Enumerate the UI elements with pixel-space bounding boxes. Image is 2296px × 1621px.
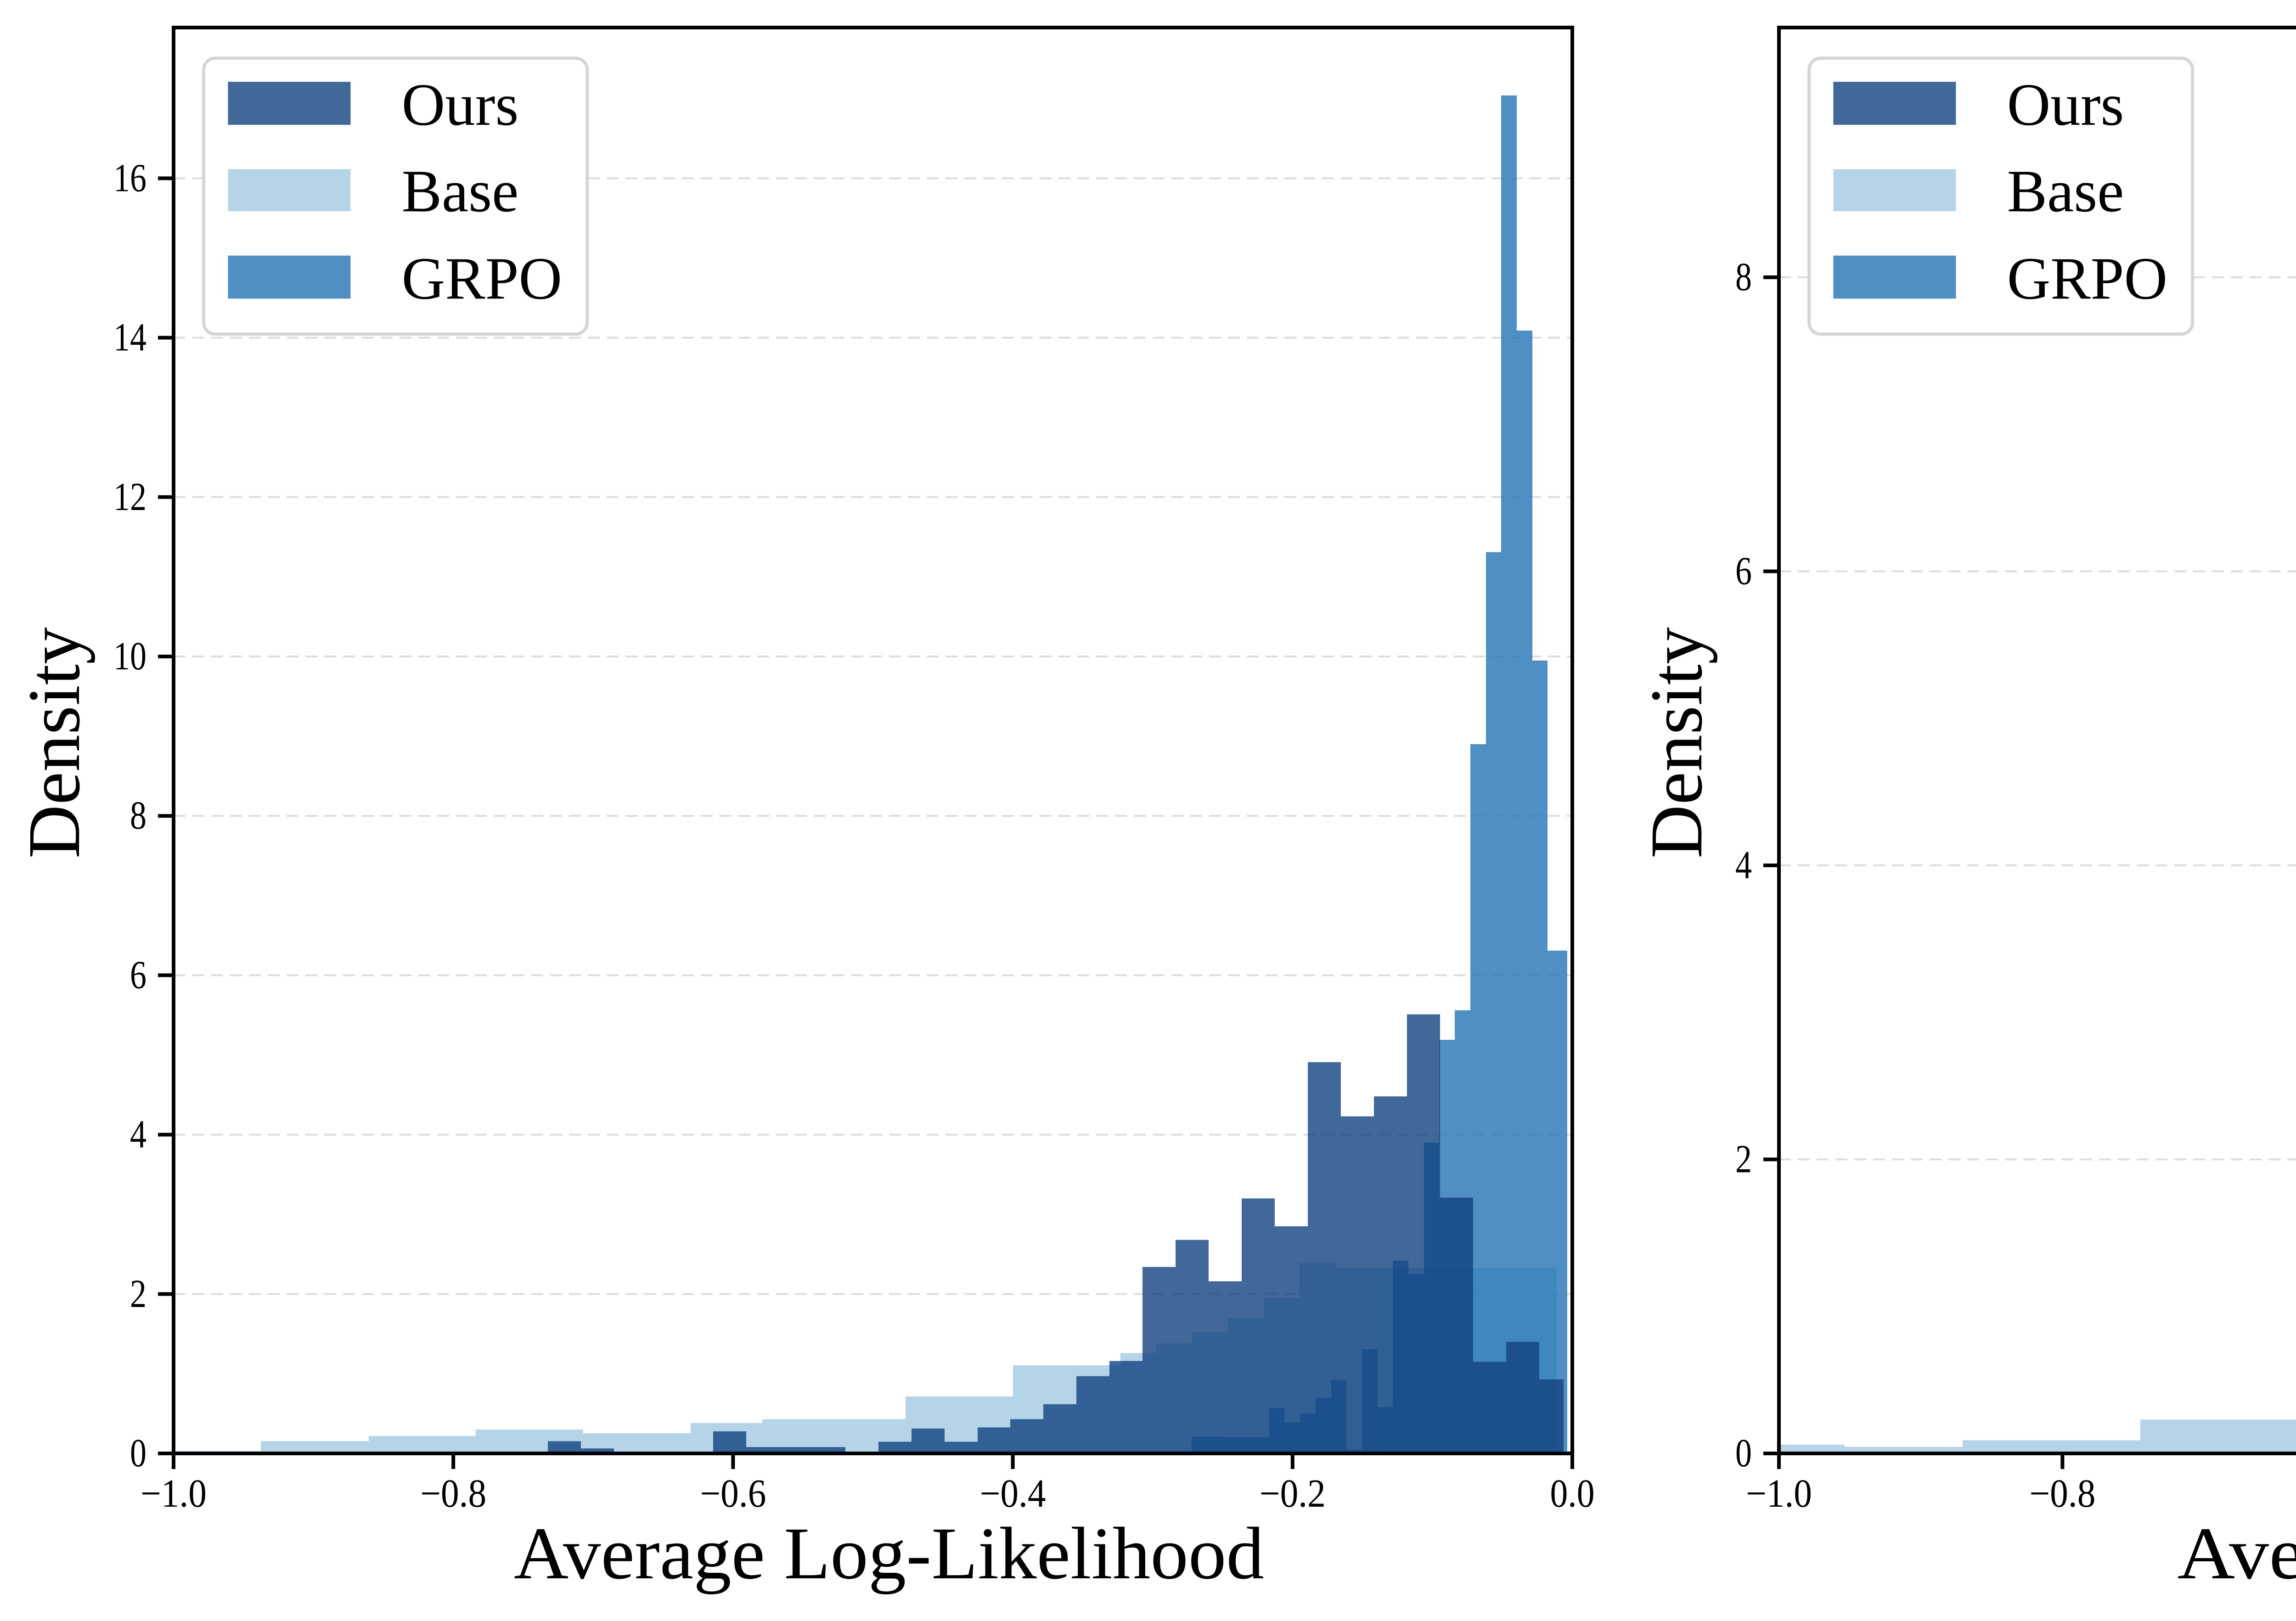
- svg-text:Density: Density: [13, 627, 96, 858]
- svg-text:0: 0: [1735, 1430, 1752, 1475]
- svg-text:Base: Base: [2007, 158, 2124, 224]
- svg-text:4: 4: [1735, 842, 1752, 887]
- svg-text:14: 14: [113, 315, 146, 359]
- svg-text:GRPO: GRPO: [2007, 246, 2167, 312]
- svg-text:−0.6: −0.6: [700, 1471, 766, 1515]
- svg-text:−1.0: −1.0: [141, 1471, 207, 1515]
- svg-text:0: 0: [130, 1430, 146, 1475]
- svg-text:Average Log-Likelihood: Average Log-Likelihood: [514, 1513, 1264, 1595]
- svg-text:Ours: Ours: [2007, 72, 2124, 138]
- svg-text:6: 6: [1735, 549, 1752, 593]
- svg-text:−0.2: −0.2: [1260, 1471, 1326, 1515]
- svg-text:6: 6: [130, 952, 146, 997]
- svg-text:−0.4: −0.4: [980, 1471, 1046, 1515]
- svg-text:Average Confidence: Average Confidence: [2178, 1513, 2296, 1595]
- svg-text:Ours: Ours: [402, 72, 519, 138]
- svg-text:8: 8: [130, 793, 146, 837]
- svg-text:4: 4: [130, 1112, 146, 1156]
- svg-text:−1.0: −1.0: [1746, 1471, 1812, 1515]
- svg-text:12: 12: [113, 474, 146, 519]
- svg-text:8: 8: [1735, 254, 1752, 299]
- svg-text:2: 2: [130, 1271, 146, 1316]
- svg-text:2: 2: [1735, 1137, 1752, 1181]
- svg-text:−0.8: −0.8: [2029, 1471, 2095, 1515]
- svg-text:16: 16: [113, 155, 146, 200]
- svg-text:−0.8: −0.8: [420, 1471, 486, 1515]
- svg-text:Density: Density: [1636, 627, 1718, 858]
- svg-text:GRPO: GRPO: [402, 246, 562, 312]
- svg-text:10: 10: [113, 634, 146, 678]
- svg-text:Base: Base: [402, 158, 519, 224]
- svg-text:0.0: 0.0: [1550, 1471, 1595, 1515]
